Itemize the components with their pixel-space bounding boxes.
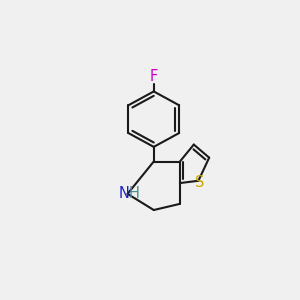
Text: N: N: [118, 186, 129, 201]
Text: H: H: [129, 186, 140, 201]
Text: F: F: [150, 68, 158, 83]
Text: S: S: [195, 175, 205, 190]
